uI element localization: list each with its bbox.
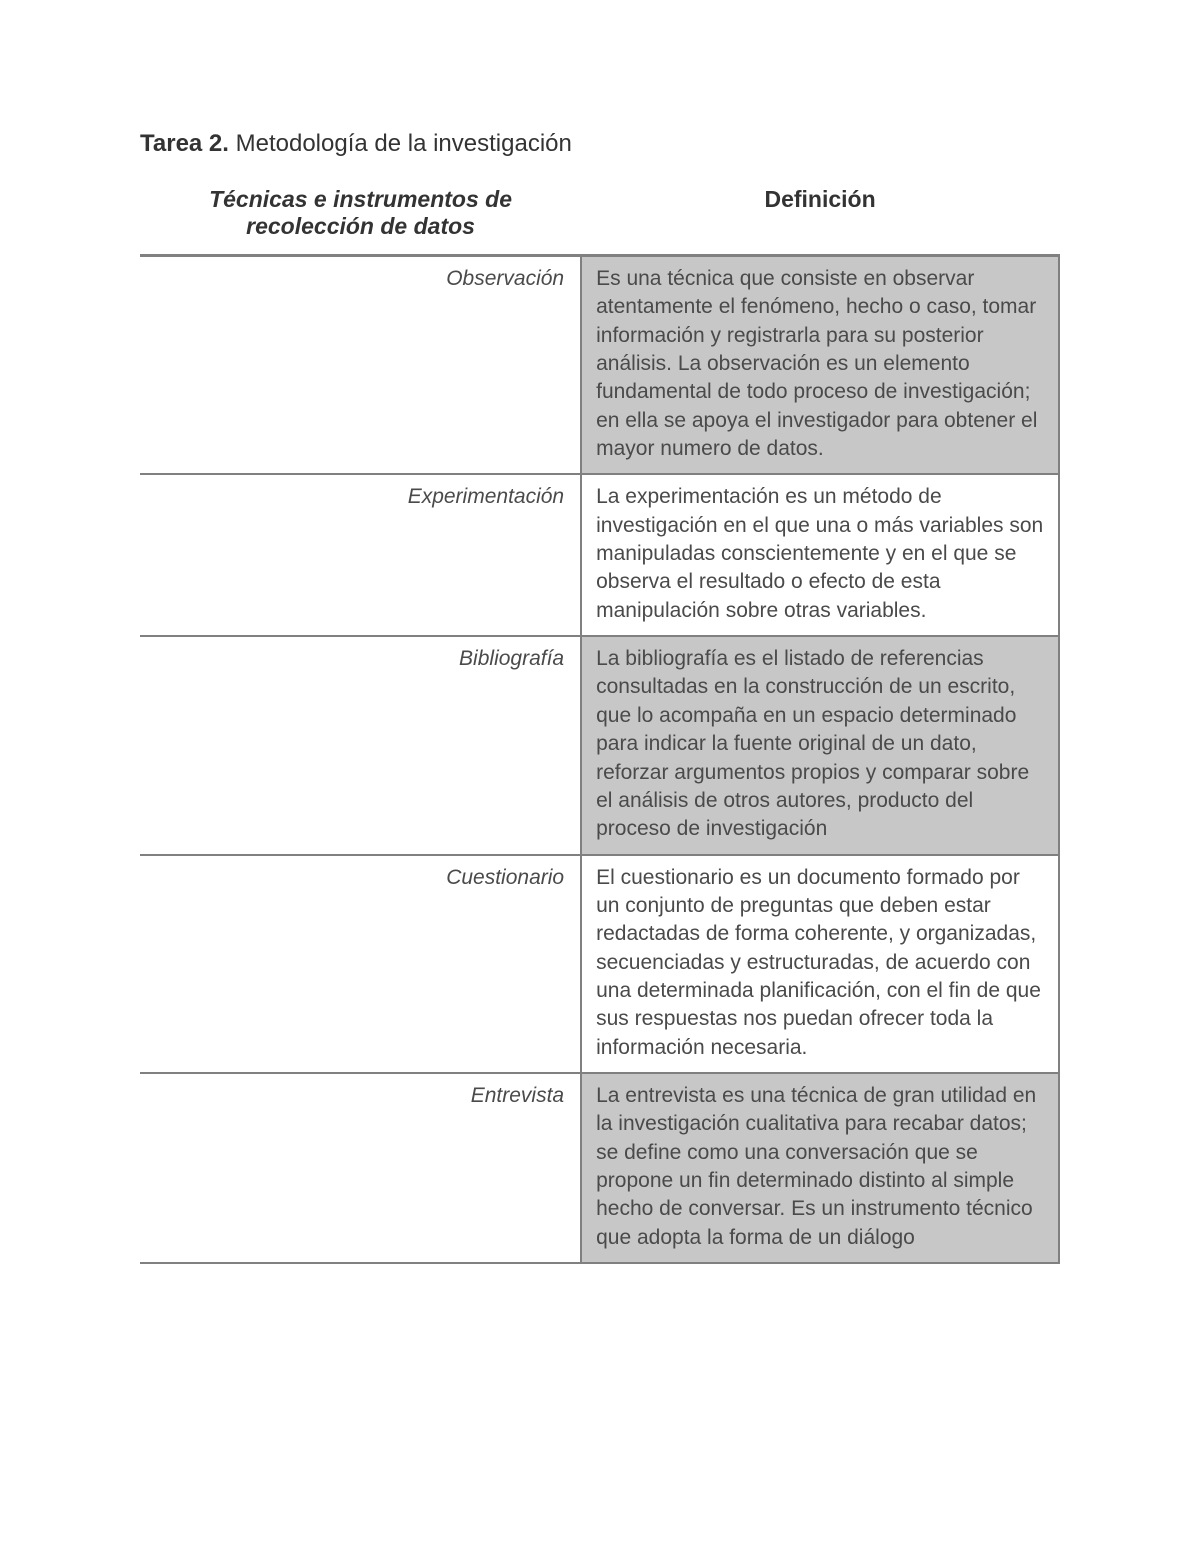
term-cell: Experimentación: [140, 474, 581, 636]
table-row: Cuestionario El cuestionario es un docum…: [140, 855, 1059, 1073]
definition-cell: La entrevista es una técnica de gran uti…: [581, 1073, 1059, 1263]
definitions-table: Técnicas e instrumentos de recolección d…: [140, 180, 1060, 1264]
table-row: Experimentación La experimentación es un…: [140, 474, 1059, 636]
term-cell: Entrevista: [140, 1073, 581, 1263]
title-bold: Tarea 2.: [140, 130, 229, 157]
term-cell: Cuestionario: [140, 855, 581, 1073]
definition-cell: La bibliografía es el listado de referen…: [581, 636, 1059, 854]
term-cell: Bibliografía: [140, 636, 581, 854]
definition-cell: El cuestionario es un documento formado …: [581, 855, 1059, 1073]
table-row: Observación Es una técnica que consiste …: [140, 256, 1059, 475]
title-subtitle: Metodología de la investigación: [229, 130, 572, 157]
column-header-techniques: Técnicas e instrumentos de recolección d…: [140, 180, 581, 256]
table-body: Observación Es una técnica que consiste …: [140, 256, 1059, 1264]
table-row: Bibliografía La bibliografía es el lista…: [140, 636, 1059, 854]
document-page: Tarea 2. Metodología de la investigación…: [0, 0, 1200, 1264]
column-header-definition: Definición: [581, 180, 1059, 256]
table-row: Entrevista La entrevista es una técnica …: [140, 1073, 1059, 1263]
term-cell: Observación: [140, 256, 581, 475]
page-title: Tarea 2. Metodología de la investigación: [140, 130, 1060, 158]
definition-cell: Es una técnica que consiste en observar …: [581, 256, 1059, 475]
table-header-row: Técnicas e instrumentos de recolección d…: [140, 180, 1059, 256]
definition-cell: La experimentación es un método de inves…: [581, 474, 1059, 636]
